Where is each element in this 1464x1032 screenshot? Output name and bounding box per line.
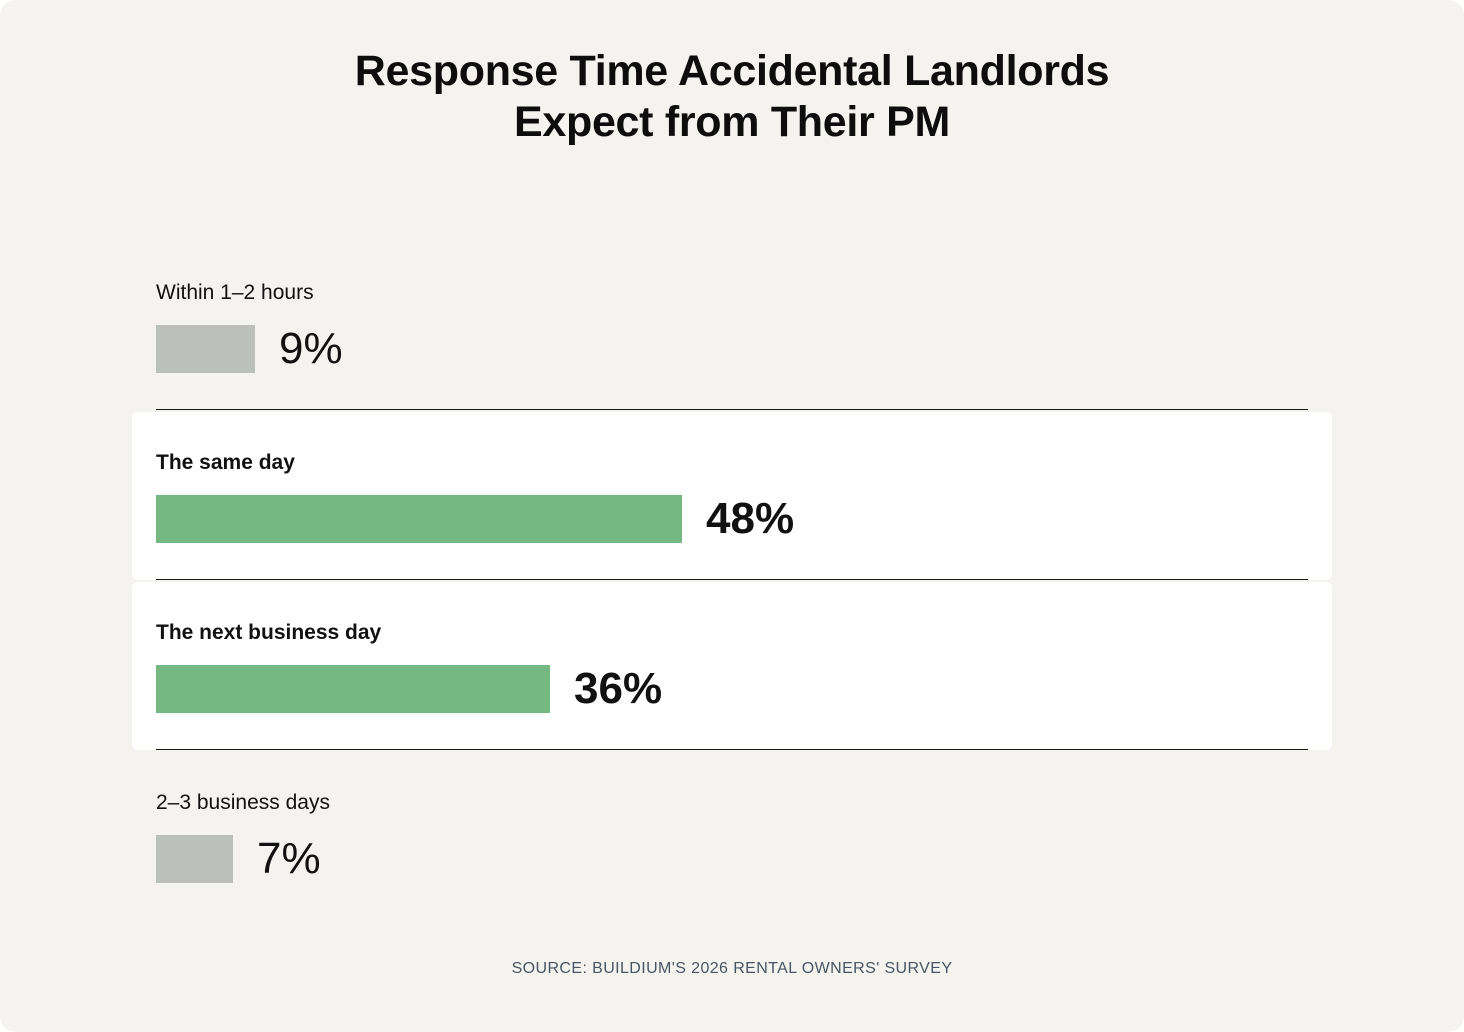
- bar: [156, 325, 255, 373]
- category-label: The next business day: [156, 621, 382, 644]
- value-label: 7%: [257, 834, 321, 883]
- bar: [156, 495, 682, 543]
- value-label: 36%: [574, 664, 663, 713]
- bar: [156, 665, 550, 713]
- value-label: 9%: [279, 324, 343, 373]
- bar: [156, 835, 233, 883]
- category-label: 2–3 business days: [156, 791, 330, 814]
- row-divider: [156, 579, 1308, 580]
- row-divider: [156, 409, 1308, 410]
- chart-title-line-1: Response Time Accidental Landlords: [354, 47, 1110, 95]
- chart-title: Response Time Accidental Landlords Expec…: [0, 46, 1464, 148]
- category-label: Within 1–2 hours: [156, 281, 314, 304]
- source-note: SOURCE: BUILDIUM'S 2026 RENTAL OWNERS' S…: [511, 960, 953, 977]
- value-label: 48%: [706, 494, 795, 543]
- chart-title-line-2: Expect from Their PM: [513, 98, 951, 146]
- category-label: The same day: [156, 451, 295, 474]
- row-divider: [156, 749, 1308, 750]
